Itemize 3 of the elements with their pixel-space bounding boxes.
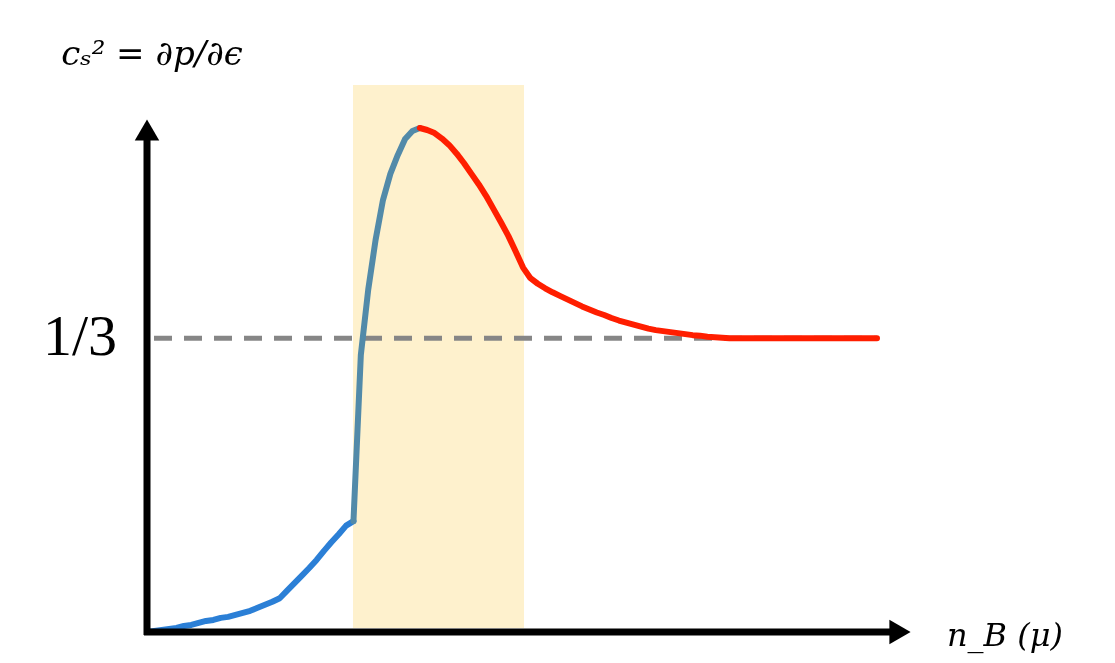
- ref-line-label: 1/3: [42, 303, 117, 369]
- y-axis-title: cₛ² = ∂p/∂ϵ: [61, 33, 243, 73]
- x-axis-title: n_B (μ): [947, 616, 1064, 654]
